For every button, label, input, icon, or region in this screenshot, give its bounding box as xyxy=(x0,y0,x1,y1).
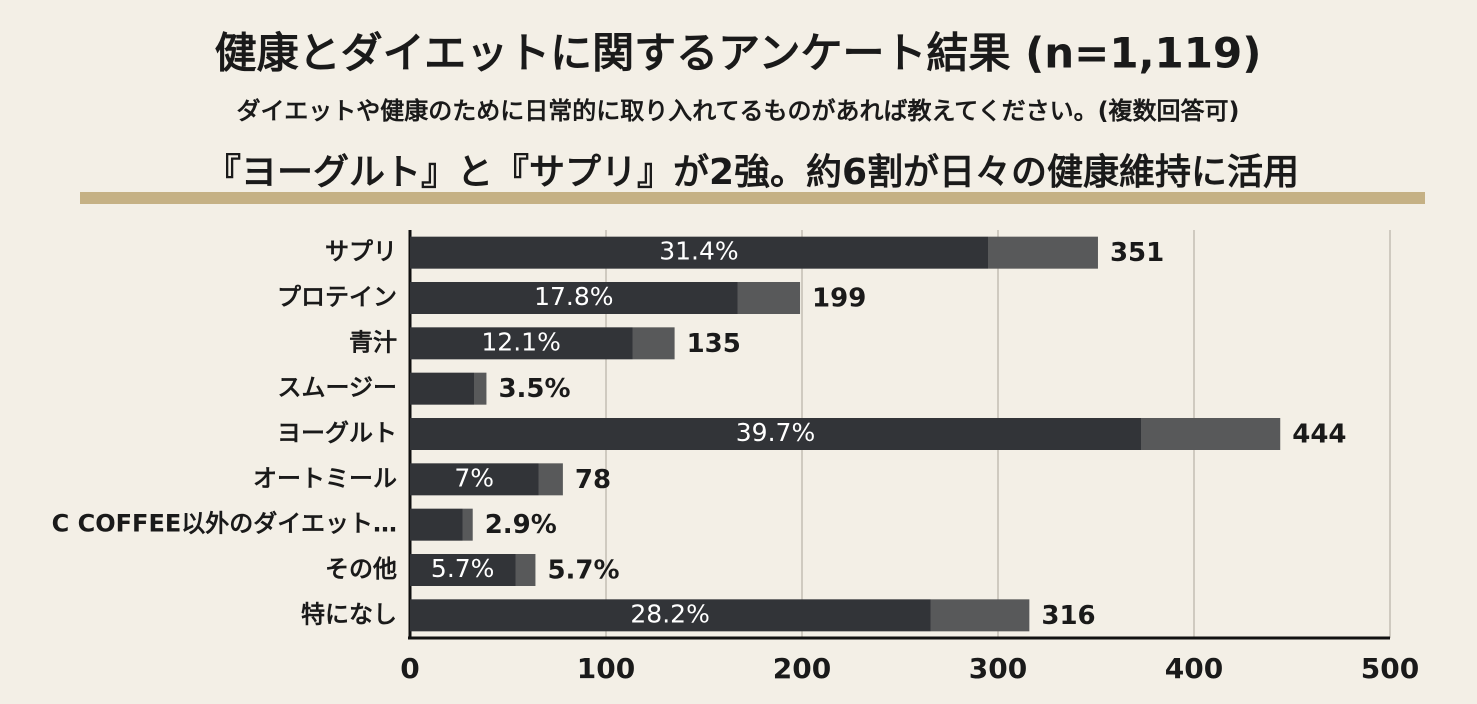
y-tick-label: オートミール xyxy=(253,464,397,492)
percent-label: 28.2% xyxy=(630,599,709,628)
y-tick-label: その他 xyxy=(325,555,397,583)
y-tick-label: スムージー xyxy=(277,374,397,402)
x-tick-label: 100 xyxy=(577,652,635,685)
value-label: 3.5% xyxy=(498,374,570,404)
value-label: 444 xyxy=(1292,420,1346,450)
value-label: 78 xyxy=(575,465,611,495)
percent-label: 17.8% xyxy=(534,282,613,311)
headline-underline xyxy=(80,192,1425,204)
percent-label: 39.7% xyxy=(736,418,815,447)
x-tick-label: 200 xyxy=(773,652,831,685)
headline: 『ヨーグルト』と『サプリ』が2強。約6割が日々の健康維持に活用 xyxy=(205,151,1299,193)
bar xyxy=(410,554,536,586)
value-label: 316 xyxy=(1041,601,1095,631)
percent-label: 7% xyxy=(454,463,494,492)
value-label: 2.9% xyxy=(485,510,557,540)
value-label: 199 xyxy=(812,284,866,314)
chart-subtitle: ダイエットや健康のために日常的に取り入れてるものがあれば教えてください。(複数回… xyxy=(236,97,1239,125)
percent-label: 12.1% xyxy=(481,327,560,356)
bar xyxy=(410,599,1030,632)
x-tick-label: 500 xyxy=(1361,652,1419,685)
bar xyxy=(410,372,487,405)
x-tick-label: 300 xyxy=(969,652,1027,685)
y-tick-label: 青汁 xyxy=(349,328,397,356)
bar xyxy=(410,508,473,541)
bar xyxy=(410,236,1098,269)
y-tick-label: サプリ xyxy=(325,238,397,266)
y-tick-label: C COFFEE以外のダイエット… xyxy=(52,510,397,538)
y-tick-label: プロテイン xyxy=(277,283,397,311)
percent-label: 31.4% xyxy=(659,237,738,266)
y-tick-label: ヨーグルト xyxy=(277,419,397,447)
bar xyxy=(410,418,1281,450)
value-label: 351 xyxy=(1110,238,1164,268)
percent-label: 5.7% xyxy=(431,554,495,583)
value-label: 5.7% xyxy=(547,556,619,586)
x-tick-label: 0 xyxy=(400,652,419,685)
bar xyxy=(410,463,563,496)
value-label: 135 xyxy=(687,329,741,359)
chart-title: 健康とダイエットに関するアンケート結果 (n=1,119) xyxy=(215,29,1262,78)
y-tick-label: 特になし xyxy=(301,600,397,628)
x-tick-label: 400 xyxy=(1165,652,1223,685)
bar xyxy=(410,282,801,314)
bar xyxy=(410,327,675,360)
